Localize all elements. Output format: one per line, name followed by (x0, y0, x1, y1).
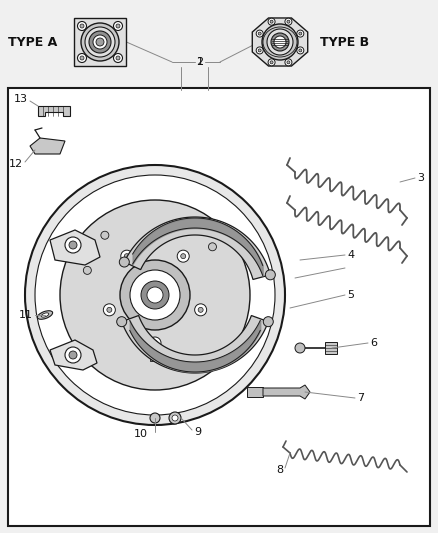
Polygon shape (50, 340, 97, 370)
Circle shape (78, 53, 86, 62)
Circle shape (78, 21, 86, 30)
Circle shape (297, 30, 304, 37)
Polygon shape (252, 18, 308, 66)
Circle shape (169, 412, 181, 424)
Circle shape (93, 35, 107, 49)
Polygon shape (124, 217, 270, 279)
Text: 7: 7 (357, 393, 364, 403)
Circle shape (117, 317, 127, 327)
Circle shape (274, 36, 286, 48)
Circle shape (287, 61, 290, 64)
Text: 8: 8 (276, 465, 283, 475)
Text: 13: 13 (14, 94, 28, 104)
Circle shape (172, 415, 178, 421)
Text: 3: 3 (417, 173, 424, 183)
Circle shape (83, 266, 92, 274)
Circle shape (299, 49, 302, 52)
Circle shape (65, 347, 81, 363)
Circle shape (287, 20, 290, 23)
Text: 11: 11 (19, 310, 33, 320)
Bar (247, 387, 263, 397)
Ellipse shape (37, 311, 53, 319)
Circle shape (299, 32, 302, 35)
Circle shape (150, 413, 160, 423)
Polygon shape (74, 18, 126, 66)
Circle shape (96, 38, 104, 46)
Bar (8, 88, 430, 526)
Circle shape (163, 224, 171, 232)
Circle shape (101, 231, 109, 239)
Polygon shape (50, 230, 100, 265)
Circle shape (69, 241, 77, 249)
Ellipse shape (41, 313, 49, 317)
Circle shape (65, 237, 81, 253)
Circle shape (116, 56, 120, 60)
Circle shape (80, 56, 84, 60)
Text: 1: 1 (197, 57, 204, 67)
Circle shape (194, 304, 207, 316)
Circle shape (295, 343, 305, 353)
Circle shape (119, 257, 129, 267)
Circle shape (285, 59, 292, 66)
Text: 9: 9 (194, 427, 201, 437)
Circle shape (258, 32, 261, 35)
Circle shape (152, 341, 158, 345)
Circle shape (258, 49, 261, 52)
Text: 6: 6 (370, 338, 377, 348)
Circle shape (177, 250, 189, 262)
Circle shape (267, 29, 293, 55)
Circle shape (113, 21, 123, 30)
Circle shape (262, 24, 298, 60)
Circle shape (113, 53, 123, 62)
Circle shape (265, 270, 276, 280)
Circle shape (268, 59, 275, 66)
Text: 10: 10 (134, 429, 148, 439)
Circle shape (270, 20, 273, 23)
Circle shape (69, 351, 77, 359)
Circle shape (149, 337, 161, 349)
Bar (325, 342, 337, 354)
Circle shape (80, 24, 84, 28)
Polygon shape (38, 106, 70, 116)
Text: 5: 5 (347, 290, 354, 300)
Circle shape (271, 33, 289, 51)
Circle shape (25, 165, 285, 425)
Circle shape (147, 287, 163, 303)
Polygon shape (263, 385, 310, 399)
Circle shape (121, 250, 133, 262)
Text: 2: 2 (196, 57, 203, 67)
Circle shape (263, 317, 273, 327)
Circle shape (103, 304, 115, 316)
Text: TYPE B: TYPE B (320, 36, 369, 49)
Circle shape (268, 18, 275, 25)
Circle shape (60, 200, 250, 390)
Circle shape (81, 23, 119, 61)
Circle shape (89, 31, 111, 53)
Circle shape (130, 270, 180, 320)
Circle shape (85, 27, 115, 57)
Circle shape (124, 254, 129, 259)
Circle shape (181, 254, 186, 259)
Bar (150, 355, 160, 361)
Circle shape (270, 61, 273, 64)
Circle shape (141, 281, 169, 309)
Text: 12: 12 (9, 159, 23, 169)
Circle shape (208, 243, 216, 251)
Polygon shape (30, 138, 65, 154)
Text: 4: 4 (347, 250, 354, 260)
Text: TYPE A: TYPE A (8, 36, 57, 49)
Circle shape (285, 18, 292, 25)
Circle shape (116, 24, 120, 28)
Circle shape (198, 308, 203, 312)
Polygon shape (122, 316, 268, 373)
Circle shape (256, 47, 263, 54)
Circle shape (35, 175, 275, 415)
Circle shape (120, 260, 190, 330)
Circle shape (256, 30, 263, 37)
Circle shape (297, 47, 304, 54)
Circle shape (107, 308, 112, 312)
